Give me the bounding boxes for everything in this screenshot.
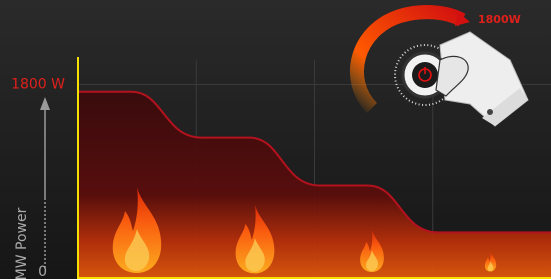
y-tick-label: 0 bbox=[38, 264, 47, 279]
y-axis-label: MW Power bbox=[14, 207, 30, 279]
y-tick-label: 1800 W bbox=[11, 77, 65, 93]
page: {"chart_data": {"type": "area", "categor… bbox=[0, 0, 551, 279]
chart: MW Power 1800W 1800 W 0 bbox=[0, 0, 551, 279]
annotation: 1800W bbox=[478, 13, 521, 26]
